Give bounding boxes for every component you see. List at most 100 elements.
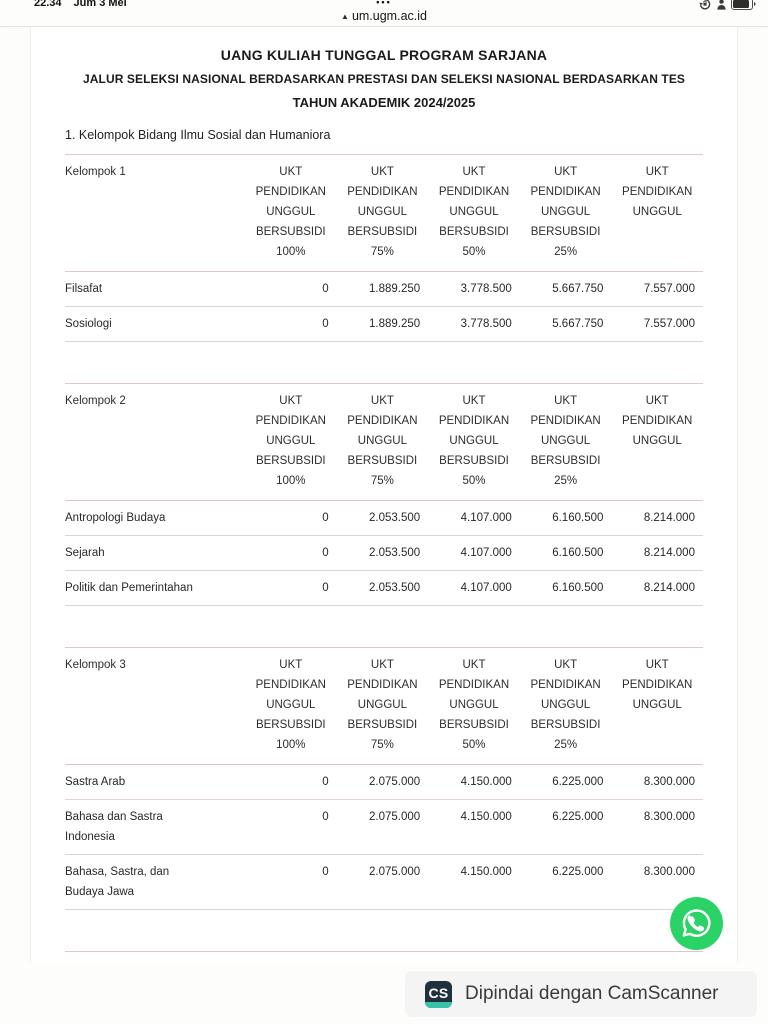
- fee-value-cell: 0: [322, 866, 329, 878]
- fee-value-cell: 5.667.750: [552, 283, 604, 295]
- fee-value-cell: 6.160.500: [552, 547, 604, 559]
- group-label: Kelompok 3: [65, 659, 126, 671]
- fee-value-cell: 2.075.000: [369, 811, 421, 823]
- fee-value-cell: 2.075.000: [369, 776, 421, 788]
- fee-value-cell: 8.300.000: [643, 866, 695, 878]
- fee-table: Kelompok 3 UKT PENDIDIKAN UNGGUL BERSUBSIDI 1…: [65, 647, 703, 910]
- fee-value-cell: 2.053.500: [369, 512, 421, 524]
- status-time: 22.34: [34, 0, 62, 9]
- table-row: Filsafat 0 1.889.250 3.778.500 5.667.750 7.55…: [65, 272, 703, 307]
- program-name-cell: Bahasa dan Sastra Indonesia: [65, 811, 163, 843]
- fee-table: Kelompok 1 UKT PENDIDIKAN UNGGUL BERSUBSIDI 1…: [65, 154, 703, 342]
- table-row: Politik dan Pemerintahan 0 2.053.500 4.107.…: [65, 571, 703, 606]
- fee-value-cell: 6.225.000: [552, 776, 604, 788]
- fee-value-cell: 6.225.000: [552, 811, 604, 823]
- fee-value-cell: 6.160.500: [552, 512, 604, 524]
- fee-value-cell: 4.107.000: [460, 582, 512, 594]
- table-row: Bahasa, Sastra, dan Budaya Jawa 0 2.075.00…: [65, 855, 703, 910]
- program-name-cell: Sosiologi: [65, 318, 112, 330]
- url-domain: um.ugm.ac.id: [351, 9, 427, 23]
- fee-value-cell: 0: [322, 547, 329, 559]
- fee-value-cell: 2.053.500: [369, 582, 421, 594]
- fee-tables: Kelompok 1 UKT PENDIDIKAN UNGGUL BERSUBSIDI 1…: [65, 154, 703, 962]
- fee-value-cell: 6.225.000: [552, 866, 604, 878]
- status-bar: 22.34 Jum 3 Mei •••: [0, 0, 768, 13]
- fee-value-cell: 8.214.000: [643, 582, 695, 594]
- program-name-cell: Sejarah: [65, 547, 105, 559]
- status-date: Jum 3 Mei: [73, 0, 127, 9]
- academic-year: TAHUN AKADEMIK 2024/2025: [292, 95, 476, 110]
- group-label: Kelompok 1: [65, 166, 126, 178]
- page-menu-dots-icon[interactable]: •••: [376, 0, 392, 7]
- fee-value-cell: 8.214.000: [643, 547, 695, 559]
- table-header-row: Kelompok 4UKTPENDIDIKANUNGGULBERSUBSIDI1…: [65, 952, 703, 962]
- table-row: Sosiologi 0 1.889.250 3.778.500 5.667.750 7.5…: [65, 307, 703, 342]
- table-row: Sejarah 0 2.053.500 4.107.000 6.160.500 8.214…: [65, 536, 703, 571]
- fee-value-cell: 2.075.000: [369, 866, 421, 878]
- fee-value-cell: 0: [322, 776, 329, 788]
- program-name-cell: Politik dan Pemerintahan: [65, 582, 193, 594]
- fee-value-cell: 7.557.000: [643, 283, 695, 295]
- site-warning-icon: ▲: [341, 11, 349, 21]
- fee-value-cell: 4.107.000: [460, 547, 512, 559]
- fee-value-cell: 6.160.500: [552, 582, 604, 594]
- table-header-row: Kelompok 3 UKT PENDIDIKAN UNGGUL BERSUBSIDI 1…: [65, 648, 703, 765]
- fee-value-cell: 4.150.000: [460, 811, 512, 823]
- fee-value-cell: 1.889.250: [369, 283, 421, 295]
- document-subtitle: JALUR SELEKSI NASIONAL BERDASARKAN PREST…: [82, 72, 686, 86]
- table-header-row: Kelompok 1 UKT PENDIDIKAN UNGGUL BERSUBSIDI 1…: [65, 155, 703, 272]
- battery-icon: [731, 0, 756, 10]
- program-name-cell: Antropologi Budaya: [65, 512, 166, 524]
- rotation-lock-icon: [698, 0, 712, 10]
- table-row: Sastra Arab 0 2.075.000 4.150.000 6.225.000 8…: [65, 765, 703, 800]
- group-label: Kelompok 4: [65, 959, 245, 962]
- fee-value-cell: 0: [322, 512, 329, 524]
- address-bar[interactable]: ▲ um.ugm.ac.id: [0, 9, 768, 23]
- fee-value-cell: 8.214.000: [643, 512, 695, 524]
- fee-value-cell: 0: [322, 811, 329, 823]
- camscanner-label: Dipindai dengan CamScanner: [465, 983, 719, 1004]
- document-title: UANG KULIAH TUNGGAL PROGRAM SARJANA: [220, 47, 548, 63]
- camscanner-icon: CS: [425, 980, 452, 1008]
- camscanner-watermark: CS Dipindai dengan CamScanner: [405, 971, 757, 1017]
- whatsapp-button[interactable]: [670, 897, 723, 950]
- fee-value-cell: 3.778.500: [460, 318, 512, 330]
- table-header-row: Kelompok 2 UKT PENDIDIKAN UNGGUL BERSUBSIDI 1…: [65, 384, 703, 501]
- fee-value-cell: 0: [322, 318, 329, 330]
- person-icon: [717, 0, 726, 10]
- fee-value-cell: 4.150.000: [460, 776, 512, 788]
- fee-value-cell: 4.150.000: [460, 866, 512, 878]
- table-row: Antropologi Budaya 0 2.053.500 4.107.000 6.1…: [65, 501, 703, 536]
- fee-value-cell: 1.889.250: [369, 318, 421, 330]
- program-name-cell: Filsafat: [65, 283, 103, 295]
- program-name-cell: Sastra Arab: [65, 776, 126, 788]
- group-label: Kelompok 2: [65, 395, 126, 407]
- fee-table: Kelompok 2 UKT PENDIDIKAN UNGGUL BERSUBSIDI 1…: [65, 383, 703, 606]
- fee-value-cell: 5.667.750: [552, 318, 604, 330]
- document-page: UANG KULIAH TUNGGAL PROGRAM SARJANA JALU…: [30, 27, 738, 962]
- section-heading: 1. Kelompok Bidang Ilmu Sosial dan Human…: [65, 128, 331, 142]
- fee-value-cell: 0: [322, 283, 329, 295]
- fee-value-cell: 2.053.500: [369, 547, 421, 559]
- fee-value-cell: 0: [322, 582, 329, 594]
- program-name-cell: Bahasa, Sastra, dan Budaya Jawa: [65, 866, 170, 898]
- fee-table: Kelompok 4UKTPENDIDIKANUNGGULBERSUBSIDI1…: [65, 951, 703, 962]
